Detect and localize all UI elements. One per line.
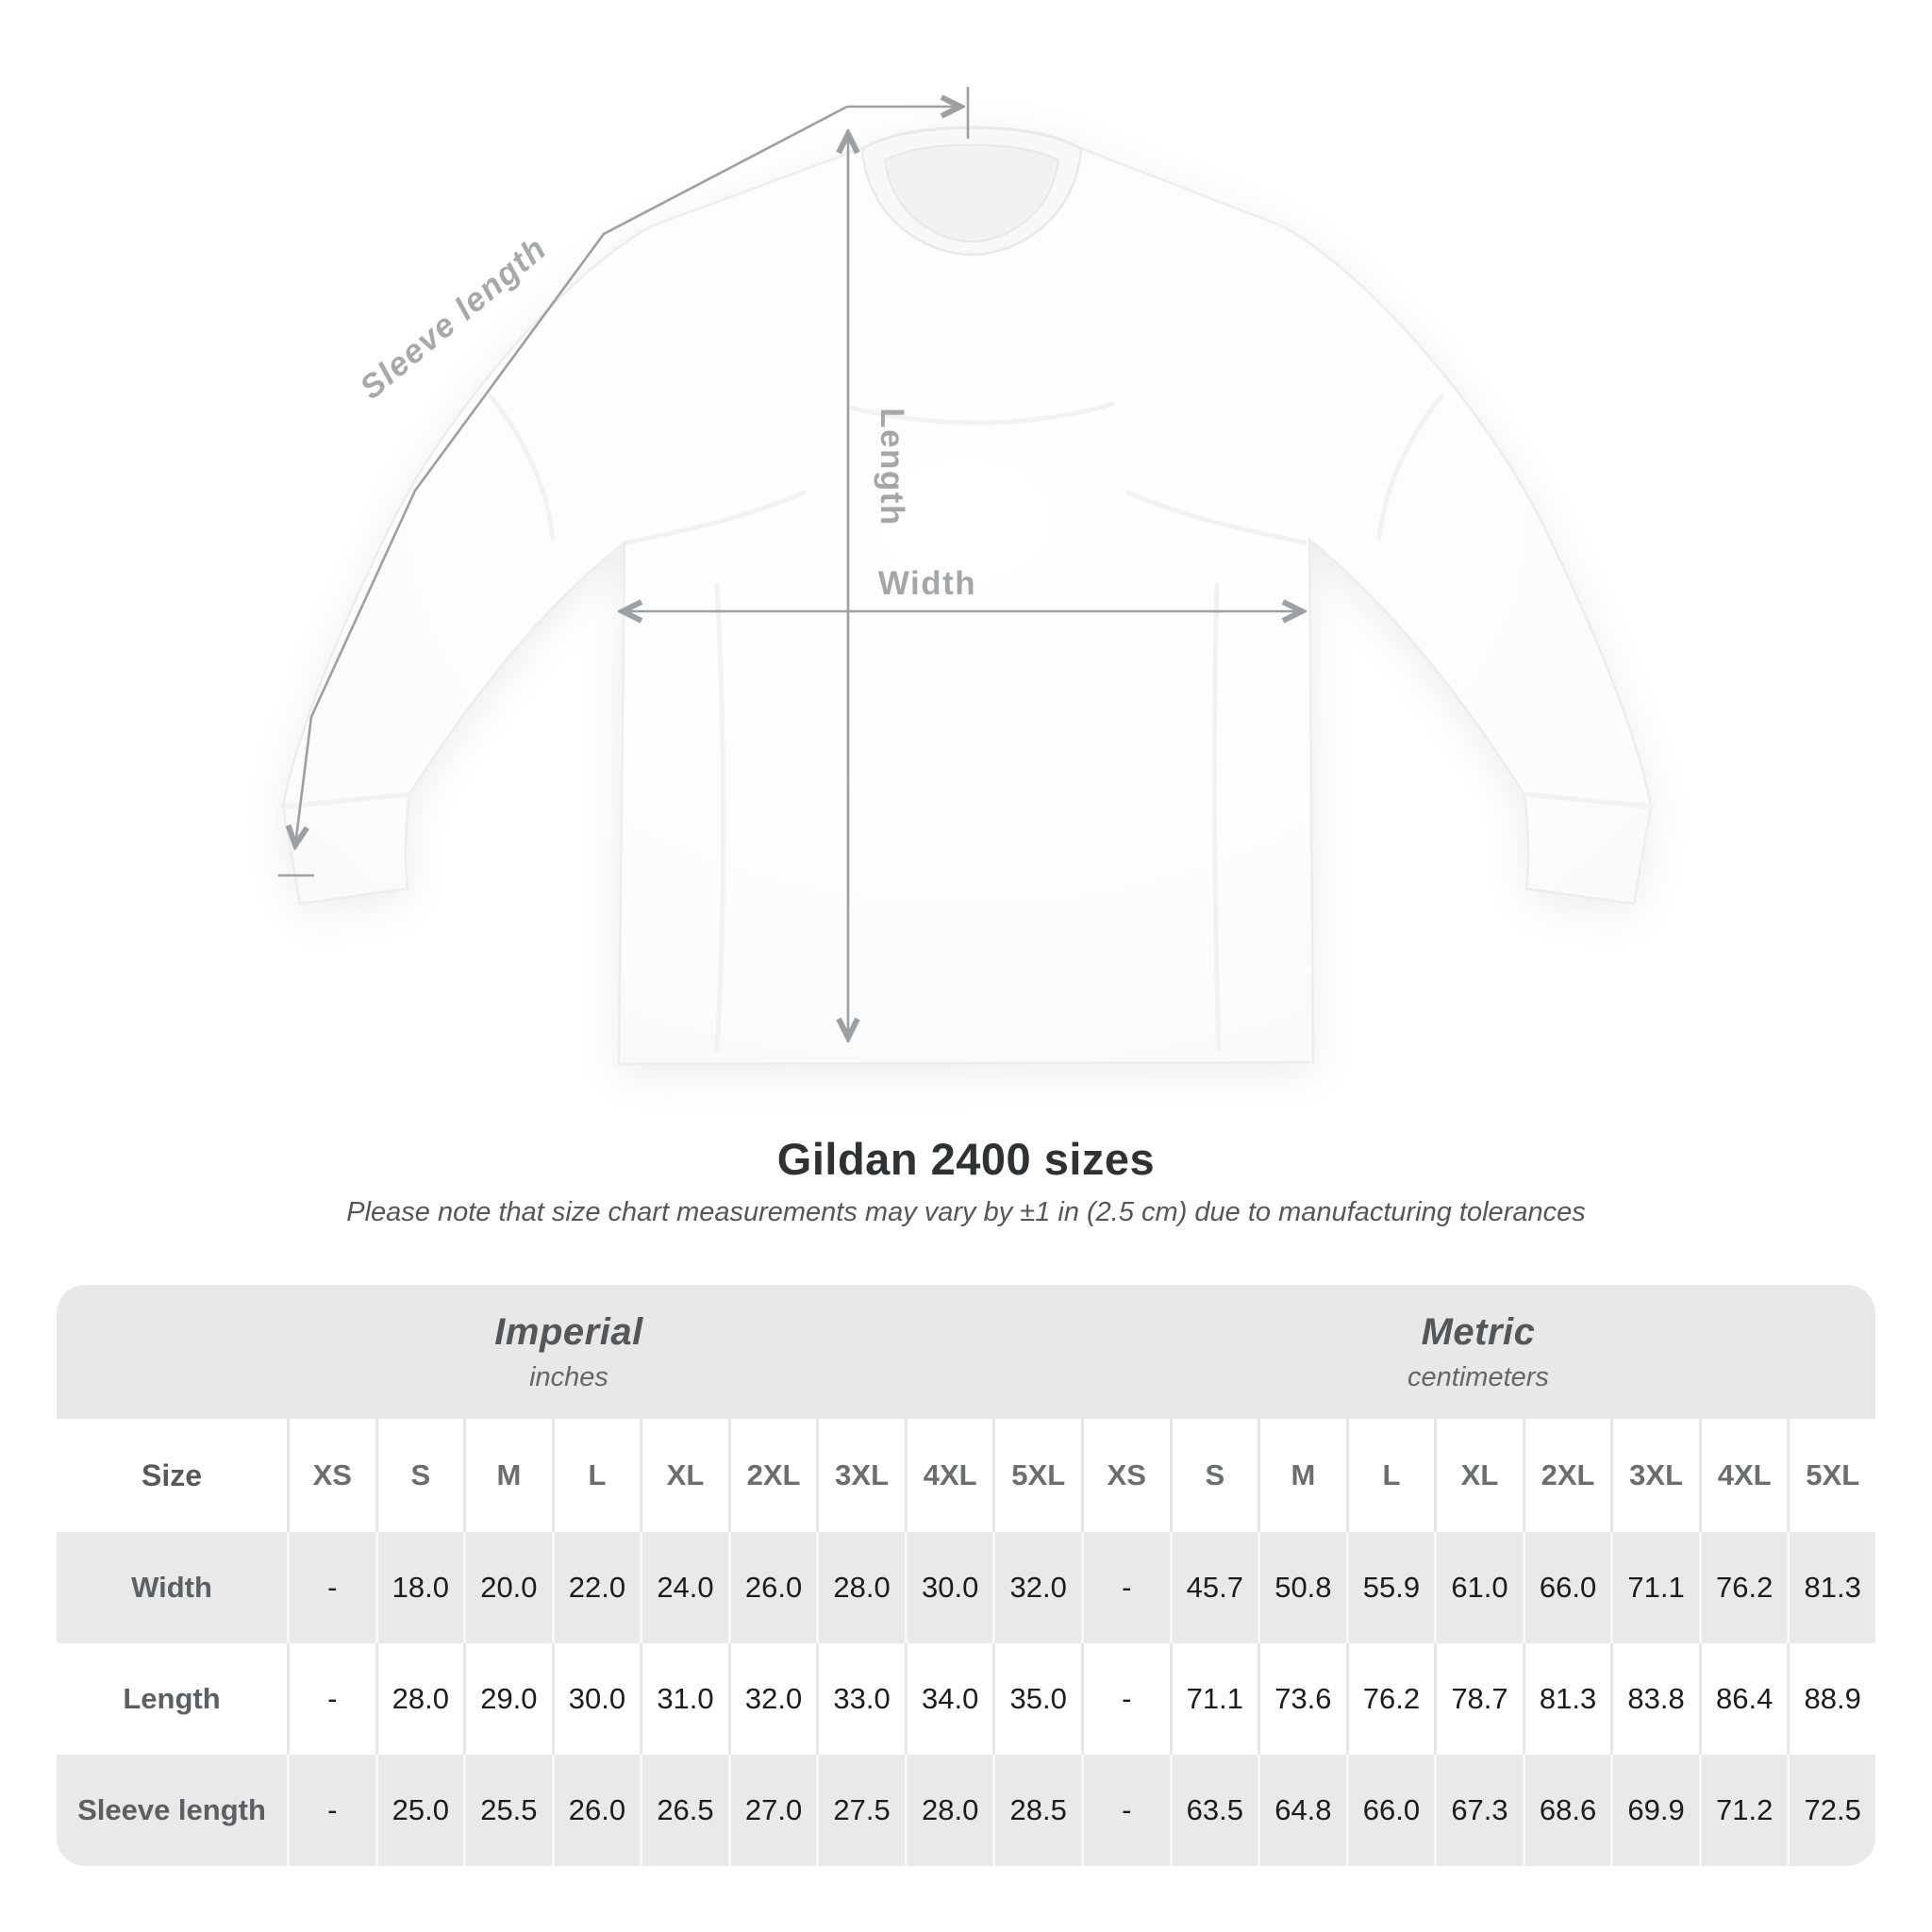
value-metric: - <box>1081 1643 1170 1755</box>
page-title: Gildan 2400 sizes <box>776 1134 1156 1184</box>
value-imperial: 27.0 <box>727 1755 817 1866</box>
size-header-metric: XL <box>1434 1419 1523 1532</box>
size-header-imperial: S <box>375 1419 464 1532</box>
value-imperial: - <box>287 1532 375 1643</box>
value-metric: 71.1 <box>1610 1532 1699 1643</box>
size-header-metric: S <box>1169 1419 1258 1532</box>
value-metric: 86.4 <box>1698 1643 1788 1755</box>
size-header-imperial: L <box>551 1419 641 1532</box>
value-imperial: 26.5 <box>640 1755 728 1866</box>
shirt-illustration <box>280 125 1654 1066</box>
value-imperial: 25.5 <box>463 1755 552 1866</box>
size-header-imperial: XS <box>287 1419 375 1532</box>
value-imperial: 32.0 <box>992 1532 1081 1643</box>
imperial-label: Imperial <box>494 1310 643 1353</box>
sleeve-measure-line <box>295 105 848 845</box>
value-imperial: 22.0 <box>551 1532 641 1643</box>
value-imperial: 24.0 <box>640 1532 728 1643</box>
value-imperial: 18.0 <box>375 1532 464 1643</box>
value-imperial: 32.0 <box>727 1643 817 1755</box>
value-imperial: 25.0 <box>375 1755 464 1866</box>
value-metric: 81.3 <box>1522 1643 1611 1755</box>
width-label: Width <box>878 565 976 602</box>
value-imperial: 34.0 <box>904 1643 993 1755</box>
value-imperial: 35.0 <box>992 1643 1081 1755</box>
value-imperial: 26.0 <box>727 1532 817 1643</box>
value-metric: 73.6 <box>1257 1643 1346 1755</box>
size-header-metric: 3XL <box>1610 1419 1699 1532</box>
size-header-imperial: M <box>463 1419 552 1532</box>
value-imperial: - <box>287 1755 375 1866</box>
unit-group-header-row: Imperial inches Metric centimeters <box>57 1285 1875 1419</box>
value-imperial: 26.0 <box>551 1755 641 1866</box>
row-label: Length <box>57 1643 287 1755</box>
row-label: Width <box>57 1532 287 1643</box>
value-imperial: 28.0 <box>816 1532 905 1643</box>
size-column-header: Size <box>57 1419 287 1532</box>
value-metric: 71.2 <box>1698 1755 1788 1866</box>
size-header-imperial: XL <box>640 1419 728 1532</box>
value-metric: 76.2 <box>1345 1643 1435 1755</box>
value-metric: 64.8 <box>1257 1755 1346 1866</box>
value-metric: 81.3 <box>1787 1532 1875 1643</box>
value-imperial: 30.0 <box>904 1532 993 1643</box>
size-chart-table: Imperial inches Metric centimeters Size X… <box>57 1285 1875 1866</box>
imperial-unit: inches <box>529 1361 608 1392</box>
value-metric: 66.0 <box>1345 1755 1435 1866</box>
value-metric: 76.2 <box>1698 1532 1788 1643</box>
value-imperial: 33.0 <box>816 1643 905 1755</box>
shirt-measurement-diagram: Sleeve length Length Width <box>278 87 1654 1066</box>
value-metric: 61.0 <box>1434 1532 1523 1643</box>
value-metric: 88.9 <box>1787 1643 1875 1755</box>
value-metric: 45.7 <box>1169 1532 1258 1643</box>
row-label: Sleeve length <box>57 1755 287 1866</box>
tolerance-note: Please note that size chart measurements… <box>346 1197 1586 1227</box>
size-header-metric: 5XL <box>1787 1419 1875 1532</box>
value-metric: 69.9 <box>1610 1755 1699 1866</box>
metric-unit: centimeters <box>1407 1361 1549 1392</box>
value-metric: 71.1 <box>1169 1643 1258 1755</box>
metric-label: Metric <box>1421 1310 1536 1353</box>
value-metric: 72.5 <box>1787 1755 1875 1866</box>
imperial-group-header: Imperial inches <box>57 1285 1081 1419</box>
size-header-imperial: 3XL <box>816 1419 905 1532</box>
metric-group-header: Metric centimeters <box>1081 1285 1875 1419</box>
length-label: Length <box>874 408 910 526</box>
size-grid: Size XS S M L XL 2XL 3XL 4XL 5XL XS S M L XL 2XL 3XL 4XL 5… <box>57 1419 1875 1866</box>
size-header-imperial: 2XL <box>727 1419 817 1532</box>
size-header-metric: 4XL <box>1698 1419 1788 1532</box>
value-imperial: 20.0 <box>463 1532 552 1643</box>
value-imperial: 29.0 <box>463 1643 552 1755</box>
value-metric: 68.6 <box>1522 1755 1611 1866</box>
value-imperial: - <box>287 1643 375 1755</box>
value-metric: 63.5 <box>1169 1755 1258 1866</box>
value-metric: 83.8 <box>1610 1643 1699 1755</box>
value-imperial: 31.0 <box>640 1643 728 1755</box>
value-imperial: 30.0 <box>551 1643 641 1755</box>
value-metric: 66.0 <box>1522 1532 1611 1643</box>
value-metric: - <box>1081 1755 1170 1866</box>
size-header-imperial: 5XL <box>992 1419 1081 1532</box>
value-metric: - <box>1081 1532 1170 1643</box>
size-header-metric: L <box>1345 1419 1435 1532</box>
value-imperial: 28.5 <box>992 1755 1081 1866</box>
size-header-metric: M <box>1257 1419 1346 1532</box>
value-imperial: 28.0 <box>904 1755 993 1866</box>
value-metric: 55.9 <box>1345 1532 1435 1643</box>
value-metric: 50.8 <box>1257 1532 1346 1643</box>
value-metric: 67.3 <box>1434 1755 1523 1866</box>
value-imperial: 28.0 <box>375 1643 464 1755</box>
size-header-imperial: 4XL <box>904 1419 993 1532</box>
size-header-metric: XS <box>1081 1419 1170 1532</box>
value-imperial: 27.5 <box>816 1755 905 1866</box>
value-metric: 78.7 <box>1434 1643 1523 1755</box>
size-header-metric: 2XL <box>1522 1419 1611 1532</box>
